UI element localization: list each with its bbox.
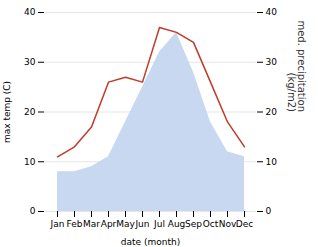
svg-text:Aug: Aug <box>168 219 186 229</box>
svg-text:40: 40 <box>24 7 36 17</box>
svg-text:Apr: Apr <box>101 219 117 229</box>
svg-text:20: 20 <box>24 107 36 117</box>
svg-text:20: 20 <box>266 107 278 117</box>
svg-text:30: 30 <box>266 57 278 67</box>
svg-text:30: 30 <box>24 57 36 67</box>
svg-text:med. precipitation(kg/m2): med. precipitation(kg/m2) <box>286 20 307 112</box>
svg-text:Jul: Jul <box>153 219 165 229</box>
svg-text:Jun: Jun <box>134 219 149 229</box>
svg-text:Sep: Sep <box>185 219 202 229</box>
svg-text:Oct: Oct <box>203 219 219 229</box>
svg-text:10: 10 <box>266 157 278 167</box>
svg-text:10: 10 <box>24 157 36 167</box>
svg-text:40: 40 <box>266 7 278 17</box>
svg-text:Nov: Nov <box>219 219 237 229</box>
svg-text:max temp (C): max temp (C) <box>2 81 12 143</box>
svg-text:Jan: Jan <box>50 219 65 229</box>
svg-text:May: May <box>116 219 135 229</box>
svg-text:date (month): date (month) <box>121 237 180 247</box>
svg-text:0: 0 <box>266 206 272 216</box>
svg-text:0: 0 <box>30 206 36 216</box>
svg-text:Mar: Mar <box>83 219 100 229</box>
svg-text:Feb: Feb <box>67 219 83 229</box>
svg-text:Dec: Dec <box>236 219 253 229</box>
